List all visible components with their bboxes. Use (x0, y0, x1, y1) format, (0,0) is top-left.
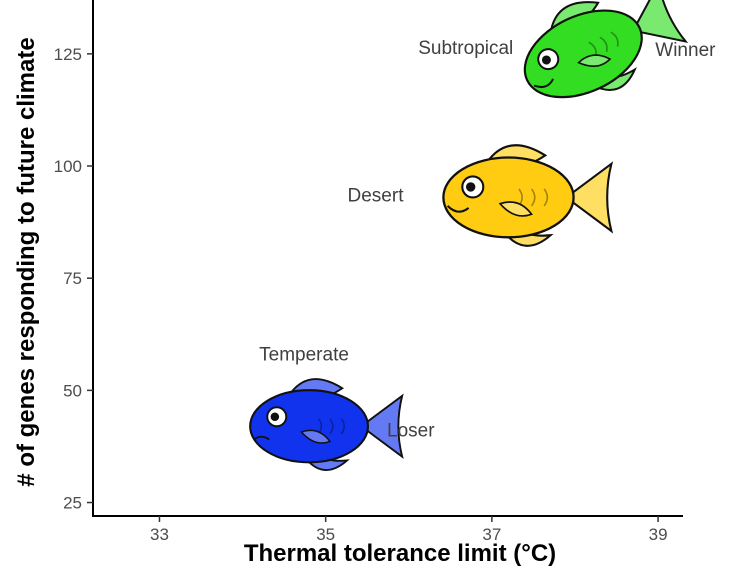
y-ticks: 25 50 75 100 125 (54, 45, 93, 513)
point-label-desert: Desert (348, 185, 405, 206)
fish-side-fin (577, 54, 612, 67)
data-point-temperate-fish (249, 378, 404, 471)
fish-mouth (533, 78, 554, 89)
x-tick-label: 39 (649, 525, 668, 544)
fish-scale (543, 188, 549, 207)
data-points: Subtropical Winner Desert Temperate Loser (249, 0, 716, 471)
y-tick-label: 100 (54, 157, 82, 176)
fish-body (249, 389, 370, 464)
point-label-subtropical: Subtropical (418, 38, 513, 59)
fish-body (442, 156, 575, 239)
fish-scale (530, 188, 536, 207)
point-tag-loser: Loser (387, 420, 435, 441)
x-tick-label: 33 (150, 525, 169, 544)
x-ticks: 33 35 37 39 (150, 516, 668, 544)
fish-tail (631, 0, 689, 43)
data-point-desert-fish (442, 144, 614, 247)
fish-body (523, 9, 643, 99)
fish-pupil (465, 182, 476, 192)
fish-tail (359, 393, 404, 460)
y-tick-label: 75 (63, 269, 82, 288)
data-point-subtropical-fish (523, 0, 689, 99)
axes (92, 0, 683, 517)
fish-scale (340, 418, 345, 435)
fish-pupil (270, 412, 280, 422)
fish-scale (610, 31, 619, 47)
fish-pupil (541, 55, 551, 65)
fish-scale (599, 36, 608, 52)
fish-mouth (253, 435, 270, 441)
fish-side-fin (300, 429, 332, 444)
fish-scale (329, 418, 334, 435)
y-tick-label: 125 (54, 45, 82, 64)
y-tick-label: 50 (63, 381, 82, 400)
fish-mouth (446, 205, 470, 213)
x-tick-label: 37 (482, 525, 501, 544)
x-tick-label: 35 (316, 525, 335, 544)
point-label-temperate: Temperate (259, 344, 349, 365)
y-tick-label: 25 (63, 494, 82, 513)
fish-tail (564, 161, 614, 234)
point-tag-winner: Winner (655, 40, 716, 61)
x-axis-title: Thermal tolerance limit (°C) (244, 540, 556, 567)
fish-side-fin (498, 201, 533, 217)
y-axis-title: # of genes responding to future climate (13, 37, 40, 486)
